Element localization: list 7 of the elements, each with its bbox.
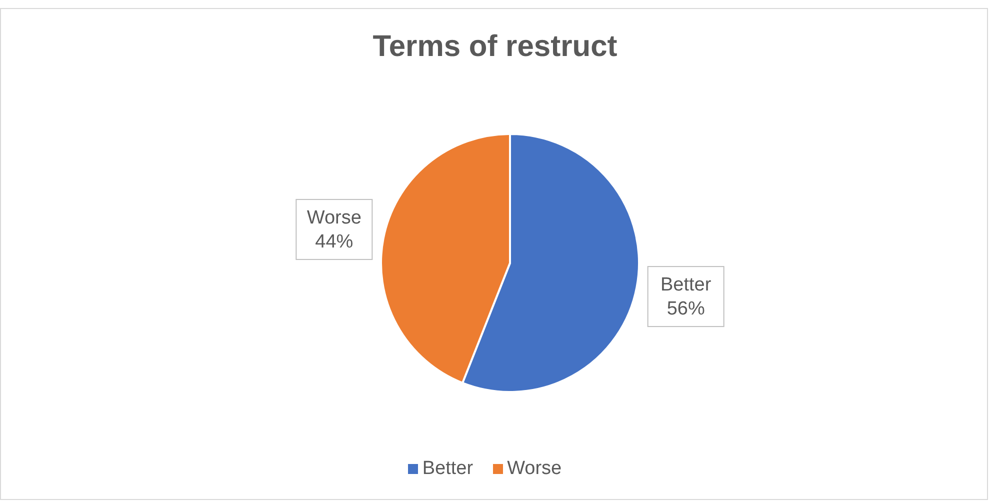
- legend-label: Worse: [507, 458, 562, 479]
- chart-title: Terms of restruct: [372, 30, 618, 64]
- data-label: 44%: [315, 231, 354, 252]
- slice-label: Better: [660, 274, 712, 296]
- legend-label: Better: [422, 458, 474, 479]
- slice-label: Worse: [306, 207, 362, 228]
- data-label: 56%: [666, 298, 705, 320]
